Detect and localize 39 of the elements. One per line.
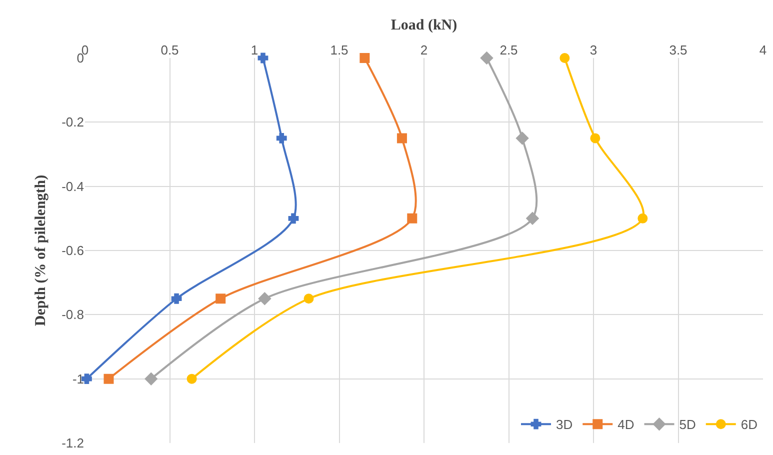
x-axis-title: Load (kN)	[390, 18, 458, 34]
point	[258, 52, 268, 64]
x-tick-label: 2	[420, 42, 428, 58]
point	[276, 133, 287, 144]
point	[258, 292, 271, 305]
point	[288, 213, 299, 224]
point	[480, 52, 493, 64]
x-tick-label: 3.5	[669, 42, 688, 58]
point	[407, 213, 418, 224]
point	[304, 294, 314, 304]
point	[186, 374, 197, 384]
x-tick-label: 4	[759, 42, 767, 58]
point	[216, 294, 226, 304]
point	[144, 372, 158, 386]
y-tick-label: -0.8	[62, 307, 84, 322]
y-tick-label: -0.2	[62, 114, 84, 130]
x-tick-label: 1.5	[330, 42, 348, 58]
point	[171, 293, 182, 304]
x-tick-label: 0.5	[160, 42, 179, 58]
point	[516, 132, 529, 144]
legend-label: 4D	[618, 417, 634, 432]
x-tick-label: 2.5	[500, 42, 518, 58]
legend-label: 3D	[556, 417, 573, 432]
legend-label: 6D	[740, 417, 758, 432]
point	[560, 53, 570, 63]
point	[104, 374, 114, 384]
y-tick-label: -1	[72, 371, 84, 386]
legend-label: 5D	[679, 417, 696, 432]
y-tick-label: -0.4	[62, 178, 84, 194]
y-tick-label: -1.2	[62, 436, 84, 451]
point	[590, 133, 600, 144]
point	[638, 213, 648, 224]
y-axis-title: Depth (% of pilelength)	[33, 174, 49, 326]
y-tick-label: -0.6	[62, 243, 84, 258]
point	[526, 212, 539, 225]
x-tick-label: 1	[250, 42, 258, 58]
x-tick-label: 3	[590, 42, 598, 58]
point	[360, 53, 370, 63]
point	[396, 133, 407, 144]
